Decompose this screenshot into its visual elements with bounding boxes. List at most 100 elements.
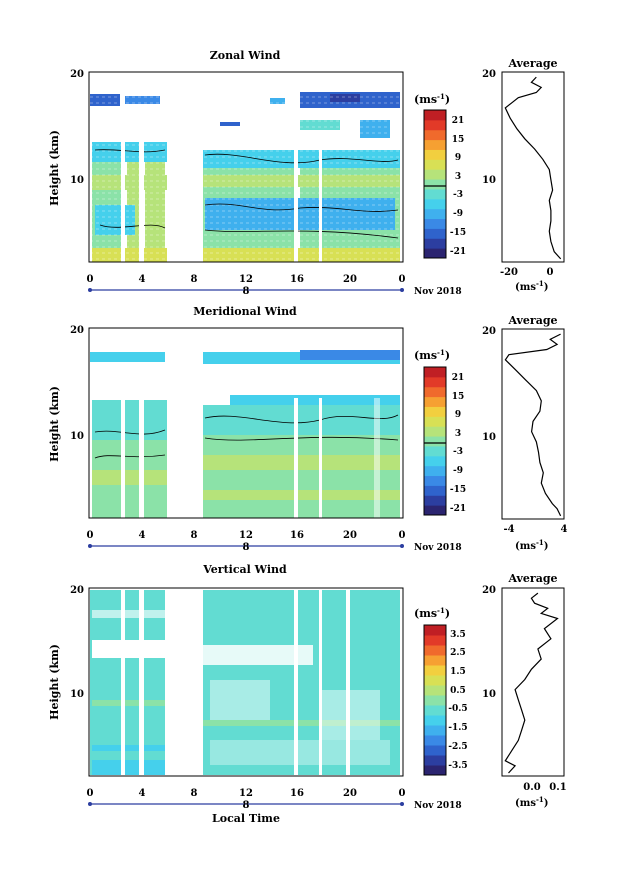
colorbar-tick: -15 — [450, 228, 466, 238]
colorbar-swatch — [424, 208, 446, 220]
colorbar-swatch — [424, 665, 446, 676]
x-tick-label: 0 — [399, 788, 406, 799]
colorbar-swatch — [424, 119, 446, 131]
colorbar-swatch — [424, 188, 446, 200]
heatmap-vertical — [90, 590, 400, 775]
x-tick-label: 16 — [290, 274, 304, 285]
x-tick-label: 4 — [139, 788, 146, 799]
y-axis-label: Height (km) — [48, 130, 61, 206]
x-tick-label: 16 — [290, 788, 304, 799]
x-tick-label: 4 — [139, 274, 146, 285]
colorbar-swatch — [424, 685, 446, 696]
x-tick-label: 0 — [87, 274, 94, 285]
x-axis-label: Local Time — [212, 812, 280, 825]
average-title: Average — [507, 57, 557, 70]
panel-vertical: Vertical Wind 20 10 Height (km) 0 4 — [48, 563, 567, 825]
colorbar-swatch — [424, 635, 446, 646]
colorbar-zonal: (ms-1) 21 15 9 3 -3 -9 -15 -21 — [414, 92, 466, 259]
x-tick-label: 0 — [399, 274, 406, 285]
day-label: 8 — [243, 800, 250, 811]
avg-x-tick: 0.0 — [523, 782, 540, 793]
average-zonal: Average 20 10 -20 0 (ms-1) — [482, 57, 565, 293]
x-tick-label: 8 — [191, 530, 198, 541]
y-tick-label: 10 — [70, 431, 84, 442]
colorbar-swatch — [424, 149, 446, 160]
colorbar-swatch — [424, 765, 446, 776]
colorbar-swatch — [424, 436, 446, 447]
colorbar-tick: 15 — [452, 392, 465, 402]
colorbar-swatch — [424, 159, 446, 170]
average-title: Average — [507, 572, 557, 585]
panel-title: Vertical Wind — [202, 563, 287, 576]
colorbar-swatch — [424, 465, 446, 477]
colorbar-swatch — [424, 705, 446, 716]
colorbar-swatch — [424, 169, 446, 180]
colorbar-swatch — [424, 695, 446, 706]
colorbar-meridional: (ms-1) 21 15 9 3 -3 -9 -15 -21 — [414, 348, 466, 516]
avg-x-label: (ms-1) — [515, 795, 548, 809]
colorbar-swatch — [424, 725, 446, 736]
day-label: 8 — [243, 542, 250, 553]
avg-y-tick: 10 — [482, 432, 496, 443]
colorbar-unit: (ms-1) — [414, 348, 450, 362]
heatmap-meridional — [90, 350, 400, 518]
x-tick-label: 20 — [343, 530, 357, 541]
colorbar-swatch — [424, 735, 446, 746]
avg-x-tick: -20 — [500, 267, 518, 278]
avg-y-tick: 20 — [482, 326, 496, 337]
panel-meridional: Meridional Wind 20 10 Height (km) 0 4 — [48, 305, 568, 553]
x-ticks: 0 4 8 12 16 20 0 — [87, 788, 406, 799]
colorbar-tick: 0.5 — [450, 686, 466, 696]
colorbar-swatch — [424, 455, 446, 467]
avg-x-tick: 0.1 — [549, 782, 566, 793]
average-profile — [504, 592, 559, 774]
avg-y-tick: 10 — [482, 175, 496, 186]
y-tick-label: 10 — [70, 175, 84, 186]
colorbar-tick: 9 — [455, 153, 461, 163]
colorbar-swatch — [424, 445, 446, 457]
y-tick-label: 20 — [70, 69, 84, 80]
colorbar-tick: 3.5 — [450, 630, 466, 640]
colorbar-tick: -3 — [453, 447, 463, 457]
colorbar-swatch — [424, 198, 446, 210]
colorbar-tick: -2.5 — [448, 742, 467, 752]
panel-title: Zonal Wind — [210, 49, 281, 62]
colorbar-tick: 21 — [452, 116, 465, 126]
colorbar-swatch — [424, 110, 446, 121]
x-ticks: 0 4 8 12 16 20 0 — [87, 530, 406, 541]
avg-x-label: (ms-1) — [515, 279, 548, 293]
colorbar-tick: -3.5 — [448, 761, 467, 771]
colorbar-swatch — [424, 426, 446, 437]
colorbar-tick: 1.5 — [450, 667, 466, 677]
y-tick-label: 10 — [70, 689, 84, 700]
colorbar-swatch — [424, 475, 446, 486]
y-axis-label: Height (km) — [48, 644, 61, 720]
x-tick-label: 0 — [87, 530, 94, 541]
avg-x-tick: 0 — [547, 267, 554, 278]
avg-x-label: (ms-1) — [515, 538, 548, 552]
panel-title: Meridional Wind — [193, 305, 297, 318]
colorbar-tick: -0.5 — [448, 704, 467, 714]
x-tick-label: 12 — [239, 274, 253, 285]
colorbar-swatch — [424, 416, 446, 427]
x-tick-label: 8 — [191, 788, 198, 799]
colorbar-swatch — [424, 625, 446, 636]
x-ticks: 0 4 8 12 16 20 0 — [87, 274, 406, 285]
colorbar-tick: -9 — [453, 466, 463, 476]
date-label: Nov 2018 — [414, 801, 462, 811]
avg-x-tick: 4 — [561, 524, 568, 535]
colorbar-swatch — [424, 238, 446, 249]
colorbar-swatch — [424, 386, 446, 398]
average-profile — [504, 76, 562, 260]
colorbar-swatch — [424, 396, 446, 407]
average-vertical: Average 20 10 0.0 0.1 (ms-1) — [482, 572, 567, 809]
colorbar-tick: 3 — [455, 172, 461, 182]
plot-frame — [88, 71, 404, 263]
plot-frame — [88, 587, 404, 777]
colorbar-swatch — [424, 745, 446, 756]
colorbar-tick: -3 — [453, 190, 463, 200]
average-title: Average — [507, 314, 557, 327]
colorbar-tick: 3 — [455, 429, 461, 439]
colorbar-swatch — [424, 139, 446, 150]
